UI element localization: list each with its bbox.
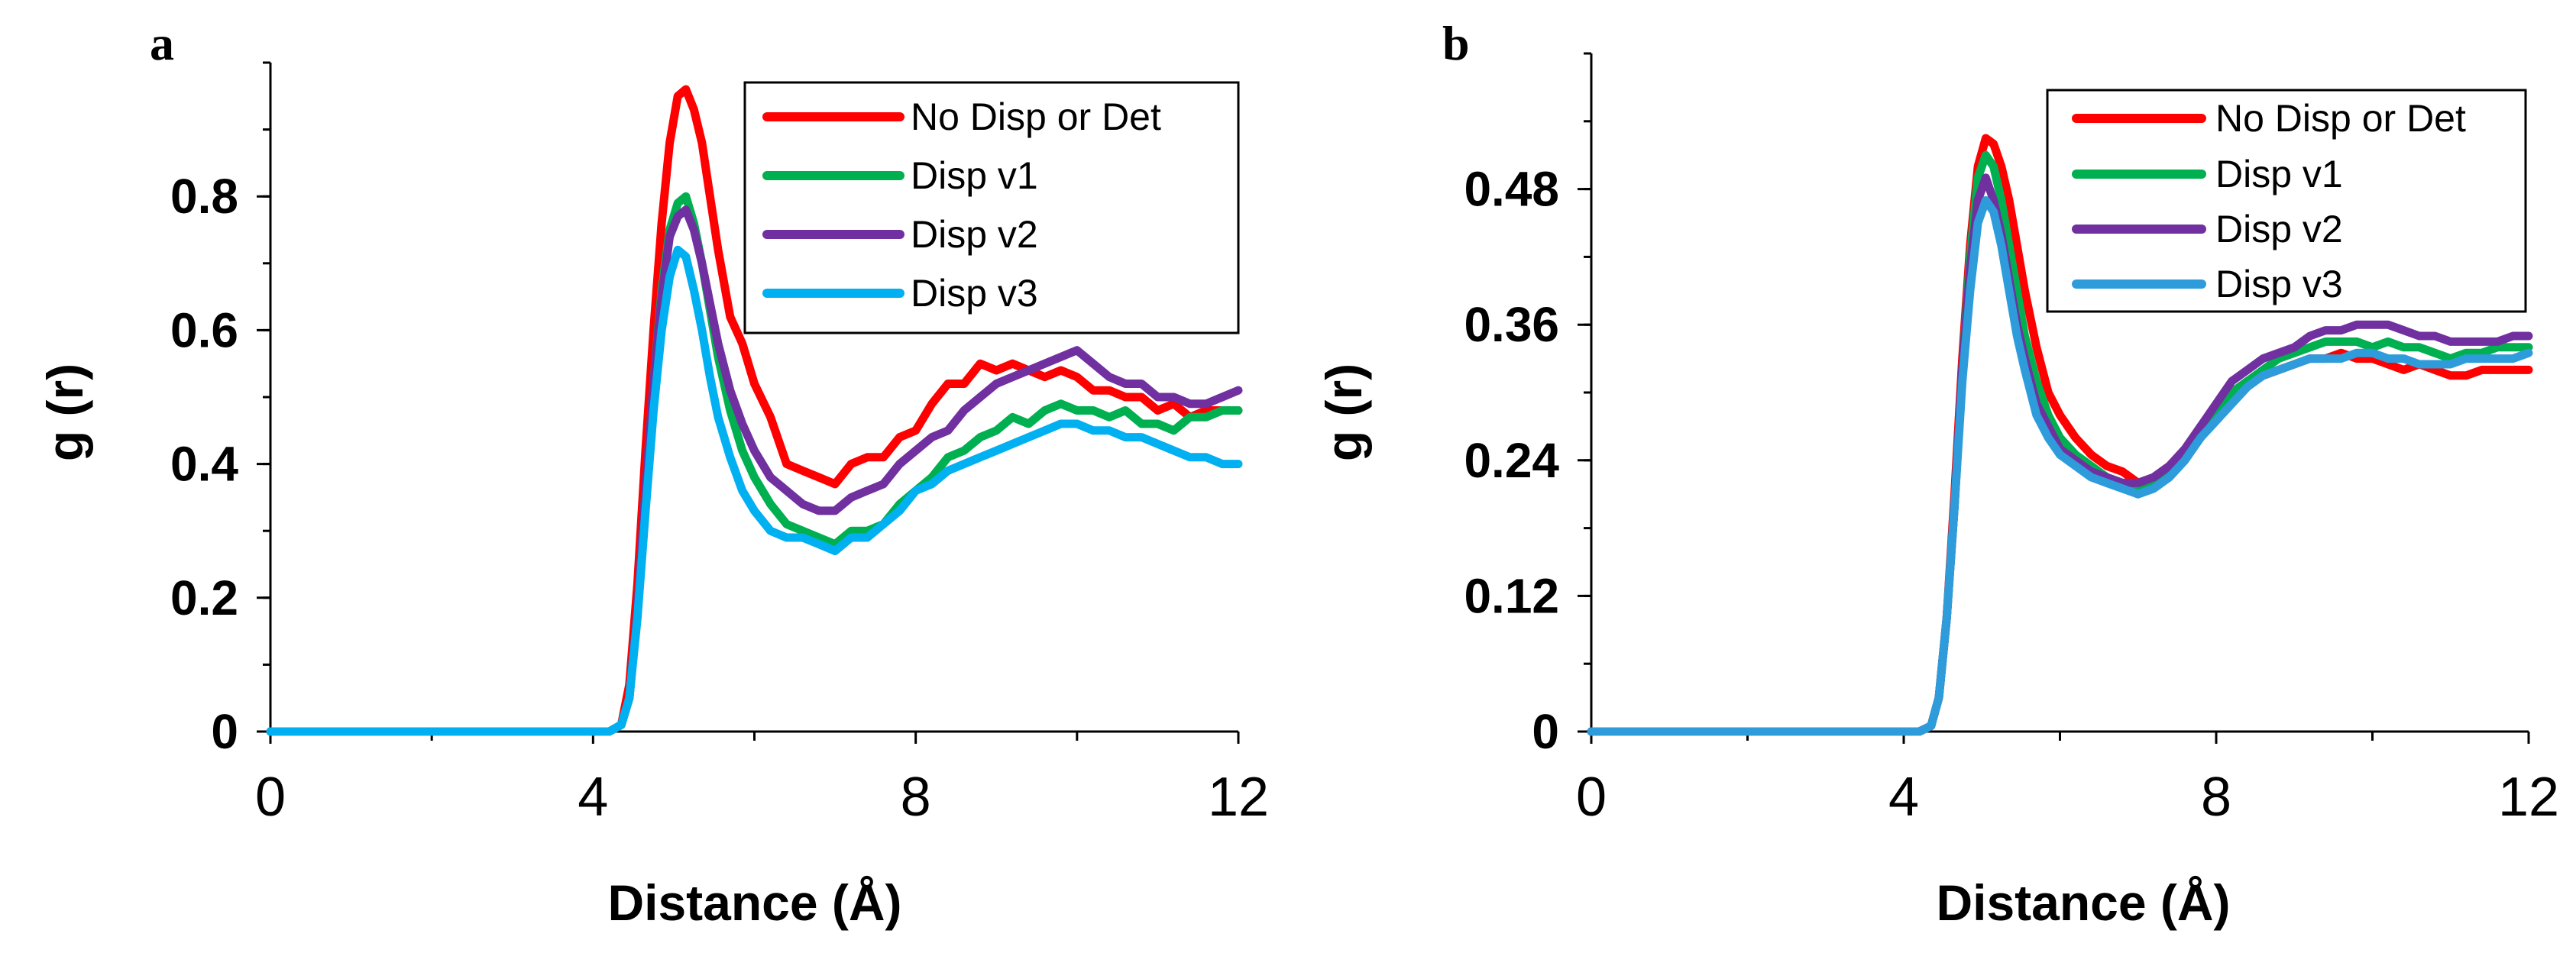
panel-a-legend: No Disp or Det Disp v1 Disp v2 Disp v3 [743,81,1240,334]
panel-a-xtick-label: 4 [578,767,608,828]
panel-b-legend-box [2046,89,2527,313]
panel-b: b 0 4 8 12 0 0.12 0.24 0.36 0.48 Distance (Å) g… [1316,16,2559,931]
panel-b-xtick-label: 8 [2201,767,2231,828]
panel-b-legend-label-0: No Disp or Det [2215,97,2466,140]
panel-a-series-line-0 [266,85,1243,736]
panel-b-xtick-label: 0 [1576,767,1607,828]
panel-a-xlabel: Distance (Å) [607,874,901,931]
panel-a-legend-label-3: Disp v3 [911,272,1038,315]
panel-letter-b: b [1442,16,1470,70]
panel-b-ylabel: g (r) [1316,363,1372,461]
panel-a-ytick-label: 0.2 [170,570,238,625]
panel-a-xtick-label: 12 [1208,767,1269,828]
panel-a-series-line-2 [266,205,1243,736]
panel-b-legend-label-2: Disp v2 [2215,208,2343,250]
panel-b-ytick-label: 0 [1532,704,1559,759]
panel-b-xlabel: Distance (Å) [1936,874,2230,931]
panel-a-series [266,85,1243,736]
panel-b-ytick-label: 0.36 [1464,297,1559,352]
panel-a-ytick-label: 0.4 [170,437,238,492]
panel-a-ytick-label: 0.6 [170,302,238,357]
panel-a-ytick-label: 0 [211,704,238,759]
panel-b-series-line-3 [1587,195,2533,736]
panel-a-legend-label-2: Disp v2 [911,213,1038,256]
panel-a-xticks: 0 4 8 12 [255,732,1269,828]
panel-a-series-line-3 [266,245,1243,736]
panel-a-legend-label-0: No Disp or Det [911,95,1161,138]
panel-b-series [1587,134,2533,736]
panel-b-xtick-label: 12 [2498,767,2559,828]
panel-b-ytick-label: 0.48 [1464,162,1559,217]
panel-a-ylabel: g (r) [37,363,93,461]
panel-b-ytick-label: 0.24 [1464,433,1559,488]
panel-b-yticks: 0 0.12 0.24 0.36 0.48 [1464,52,1591,759]
panel-b-legend-label-1: Disp v1 [2215,153,2343,195]
panel-a-xtick-label: 8 [901,767,931,828]
panel-a-legend-label-1: Disp v1 [911,154,1038,197]
panel-a: a 0 4 8 12 0 0.2 0.4 0.6 0.8 Distance (Å) g (r)… [37,16,1269,931]
panel-a-xtick-label: 0 [255,767,286,828]
panel-b-legend-label-3: Disp v3 [2215,263,2343,305]
panel-b-xtick-label: 4 [1888,767,1919,828]
panel-b-xticks: 0 4 8 12 [1576,732,2559,828]
panel-letter-a: a [150,16,174,70]
panel-a-ytick-label: 0.8 [170,169,238,224]
panel-b-ytick-label: 0.12 [1464,568,1559,623]
panel-a-yticks: 0 0.2 0.4 0.6 0.8 [170,61,270,759]
panel-b-legend: No Disp or Det Disp v1 Disp v2 Disp v3 [2046,89,2527,313]
